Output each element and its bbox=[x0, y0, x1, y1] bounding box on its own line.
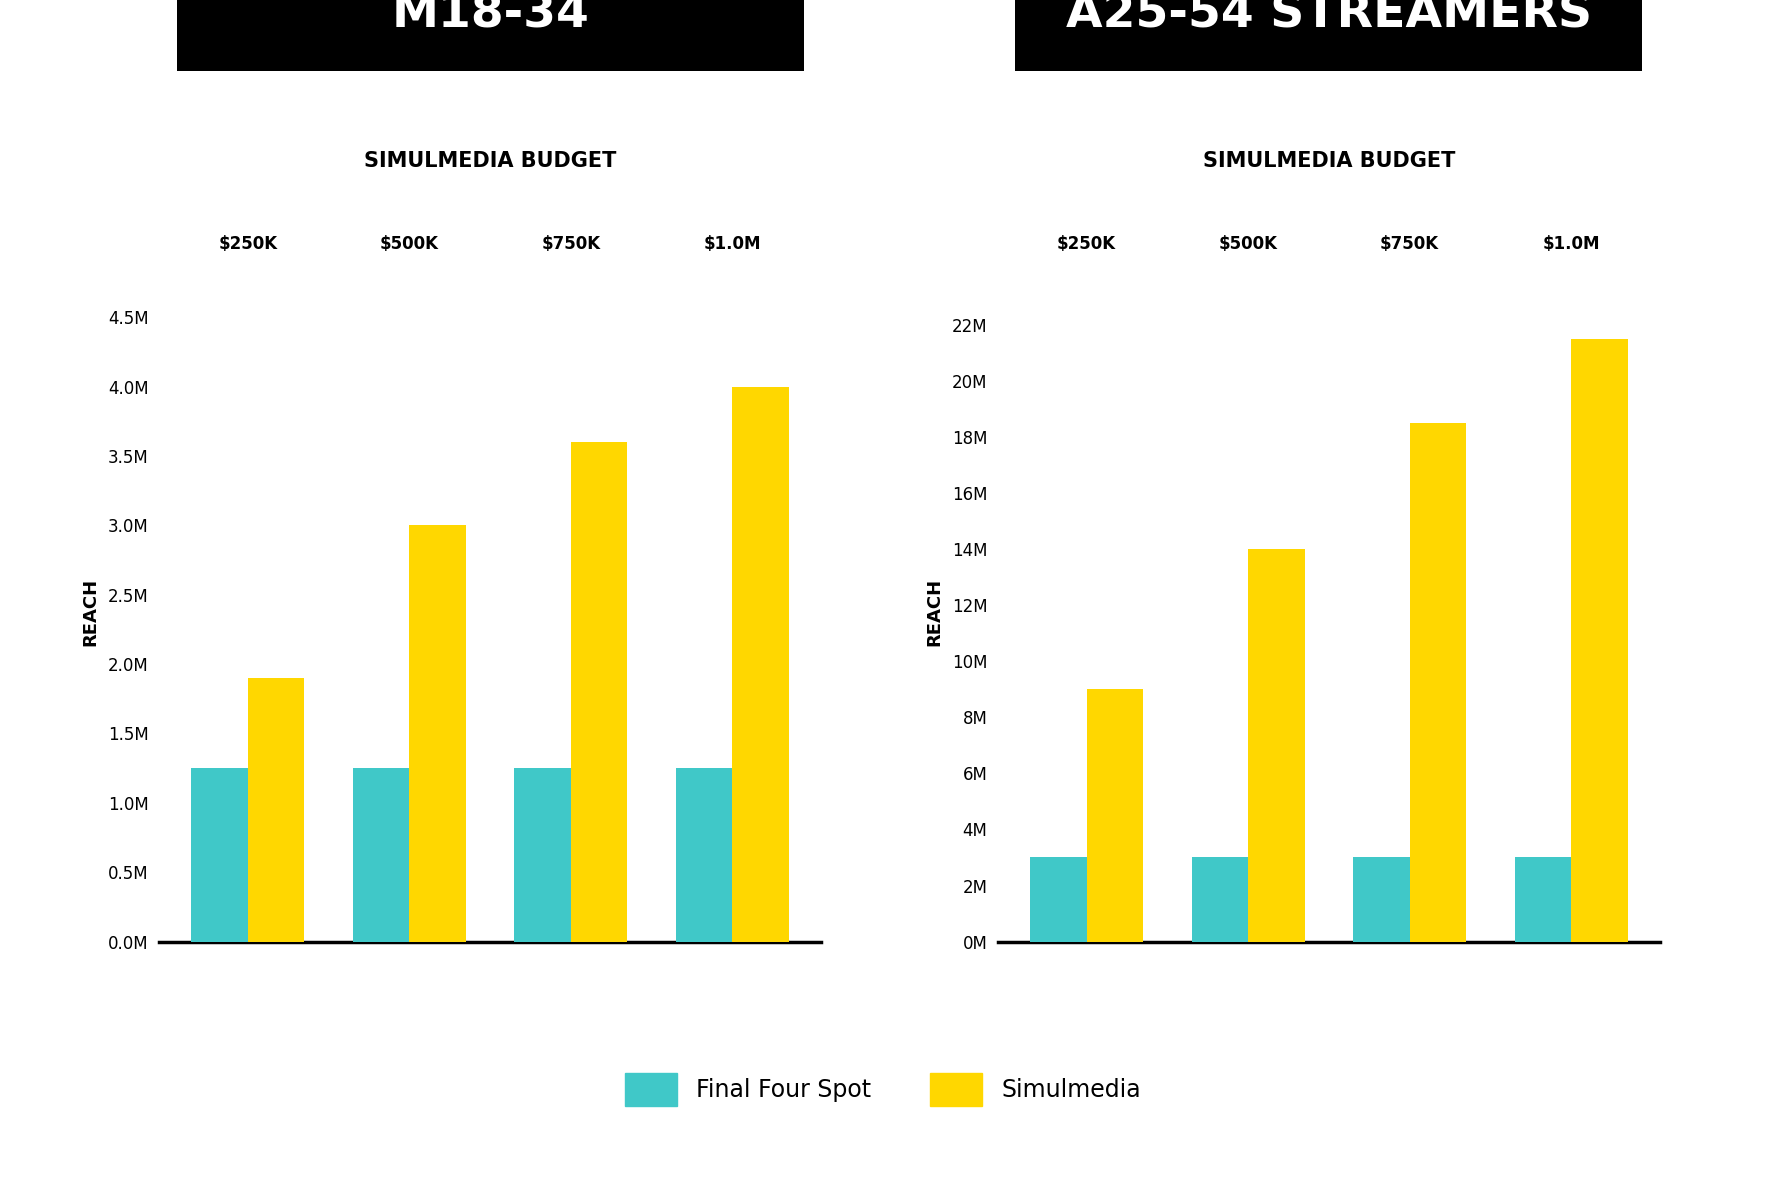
Bar bbox=[514, 769, 570, 942]
Y-axis label: REACH: REACH bbox=[925, 578, 943, 646]
Text: $500K: $500K bbox=[1219, 235, 1277, 253]
Text: SIMULMEDIA BUDGET: SIMULMEDIA BUDGET bbox=[1203, 151, 1455, 171]
Legend: Final Four Spot, Simulmedia: Final Four Spot, Simulmedia bbox=[613, 1062, 1153, 1118]
Bar bbox=[247, 678, 304, 942]
Text: $750K: $750K bbox=[1379, 235, 1439, 253]
Bar bbox=[1409, 423, 1466, 942]
Text: $1.0M: $1.0M bbox=[703, 235, 761, 253]
Y-axis label: REACH: REACH bbox=[81, 578, 99, 646]
Text: A25-54 STREAMERS: A25-54 STREAMERS bbox=[1067, 0, 1591, 38]
Bar bbox=[570, 443, 627, 942]
Text: $250K: $250K bbox=[1058, 235, 1116, 253]
Bar bbox=[1515, 858, 1572, 942]
Text: SIMULMEDIA BUDGET: SIMULMEDIA BUDGET bbox=[364, 151, 616, 171]
Bar bbox=[1030, 858, 1086, 942]
Bar bbox=[1572, 339, 1628, 942]
Bar bbox=[410, 525, 466, 942]
Text: M18-34: M18-34 bbox=[390, 0, 590, 38]
Text: $750K: $750K bbox=[540, 235, 600, 253]
Bar bbox=[1192, 858, 1249, 942]
Text: $500K: $500K bbox=[380, 235, 438, 253]
Bar bbox=[1249, 548, 1305, 942]
Bar bbox=[676, 769, 733, 942]
Bar bbox=[1353, 858, 1409, 942]
Text: $1.0M: $1.0M bbox=[1542, 235, 1600, 253]
Bar bbox=[353, 769, 410, 942]
Bar bbox=[733, 386, 789, 942]
Text: $250K: $250K bbox=[219, 235, 277, 253]
Bar bbox=[1086, 690, 1143, 942]
Bar bbox=[191, 769, 247, 942]
